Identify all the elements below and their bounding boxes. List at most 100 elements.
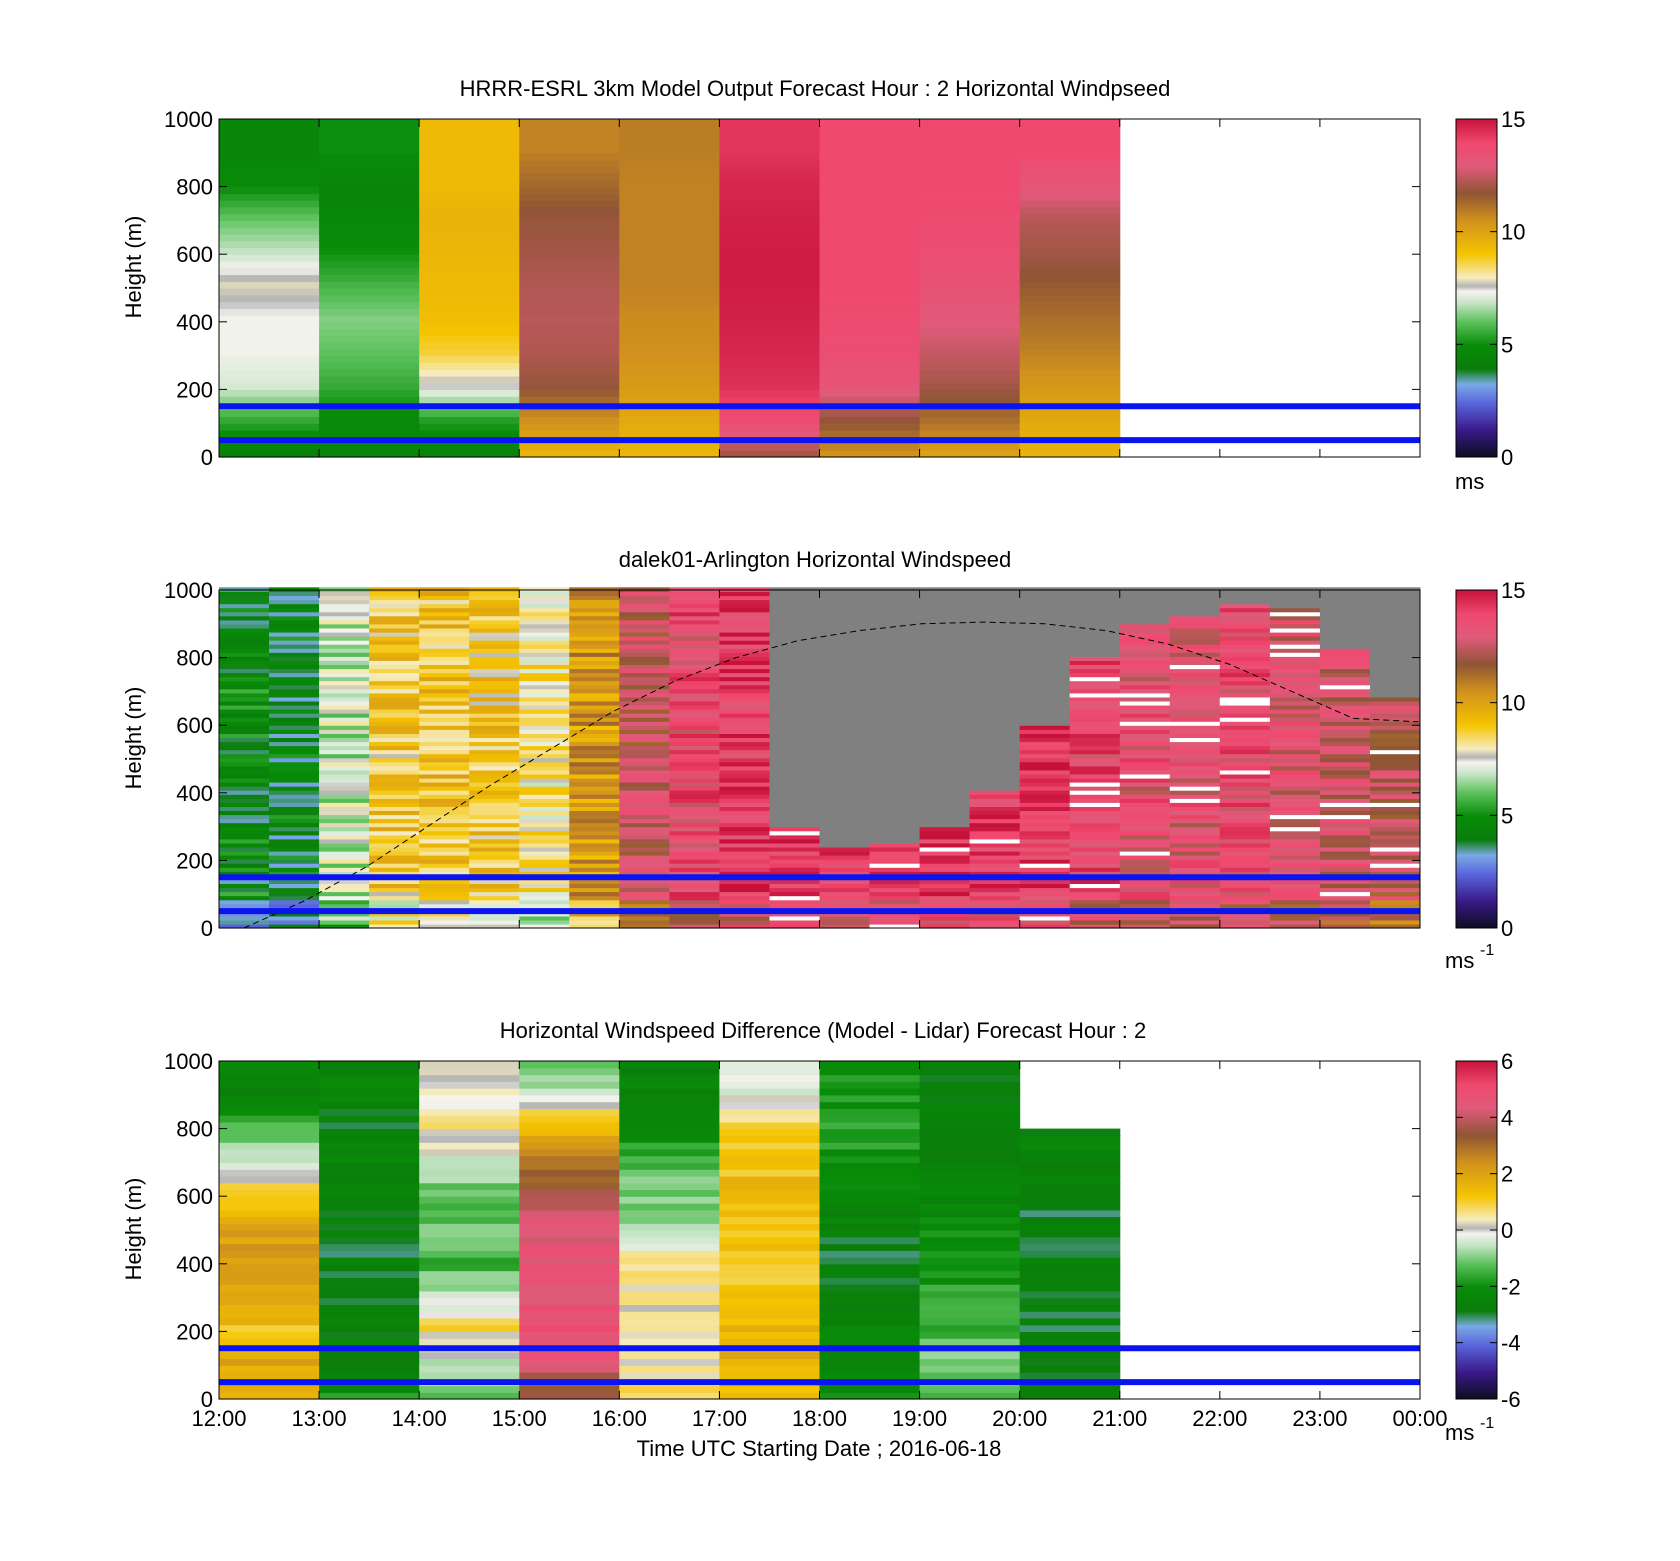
heatmap-cell [1219,709,1271,714]
heatmap-cell [669,814,720,820]
heatmap-cell [819,1101,921,1109]
heatmap-cell [569,660,620,665]
heatmap-cell [919,1108,1021,1116]
heatmap-cell [1219,871,1271,876]
heatmap-cell [669,773,720,779]
heatmap-cell [319,627,370,633]
heatmap-cell [819,656,870,661]
heatmap-cell [219,802,270,807]
heatmap-cell [919,717,971,722]
heatmap-cell [519,416,620,424]
heatmap-cell [419,193,520,201]
heatmap-cell [319,822,370,828]
heatmap-cell [1319,798,1371,803]
heatmap-cell [269,692,320,698]
heatmap-cell [1269,713,1321,718]
heatmap-cell [969,773,1021,779]
heatmap-cell [669,656,720,661]
heatmap-cell [919,1128,1021,1136]
heatmap-cell [219,822,270,828]
heatmap-cell [719,644,770,649]
heatmap-cell [469,668,520,674]
heatmap-cell [619,899,670,905]
heatmap-cell [369,798,420,803]
heatmap-cell [1219,640,1271,645]
heatmap-cell [1019,794,1071,799]
heatmap-cell [869,790,920,795]
heatmap-cell [519,328,620,336]
heatmap-cell [1219,769,1271,775]
heatmap-cell [869,684,920,690]
heatmap-cell [519,806,570,811]
heatmap-cell [369,794,420,799]
heatmap-cell [1069,700,1121,706]
heatmap-cell [819,915,870,921]
heatmap-cell [669,611,720,617]
heatmap-cell [1269,859,1321,864]
heatmap-cell [319,1074,420,1082]
heatmap-cell [919,729,971,734]
heatmap-cell [319,648,370,653]
heatmap-cell [1069,644,1121,649]
heatmap-cell [319,1209,420,1218]
heatmap-cell [819,733,870,738]
heatmap-cell [1219,692,1271,698]
heatmap-cell [219,348,320,357]
heatmap-cell [219,321,320,330]
heatmap-cell [419,1290,520,1299]
heatmap-cell [619,729,670,734]
heatmap-cell [869,871,920,876]
heatmap-cell [1019,668,1071,674]
heatmap-cell [1370,806,1421,811]
heatmap-cell [1019,636,1071,641]
heatmap-cell [619,911,670,917]
heatmap-cell [219,1324,320,1332]
heatmap-cell [1019,146,1121,154]
heatmap-cell [719,1236,820,1245]
heatmap-cell [1370,733,1421,738]
heatmap-cell [619,1304,720,1312]
heatmap-cell [719,838,770,844]
heatmap-cell [1219,627,1271,633]
heatmap-cell [619,1182,720,1191]
heatmap-cell [1319,721,1371,726]
heatmap-cell [269,826,320,832]
heatmap-cell [619,903,670,909]
heatmap-cell [619,717,670,722]
heatmap-cell [819,173,921,181]
heatmap-cell [919,709,971,714]
heatmap-cell [219,1284,320,1292]
heatmap-cell [1019,859,1071,864]
heatmap-cell [1219,867,1271,872]
heatmap-cell [719,684,770,690]
heatmap-cell [419,254,520,262]
heatmap-cell [469,652,520,657]
heatmap-cell [1119,700,1171,706]
heatmap-cell [619,1115,720,1123]
heatmap-cell [1269,814,1321,820]
heatmap-cell [319,599,370,605]
heatmap-cell [819,267,921,276]
heatmap-cell [1169,725,1221,730]
heatmap-cell [319,213,420,221]
heatmap-cell [869,644,920,649]
heatmap-cell [1019,1209,1121,1218]
heatmap-cell [969,709,1021,714]
heatmap-cell [719,119,820,127]
heatmap-cell [1269,733,1321,738]
heatmap-cell [469,664,520,670]
heatmap-cell [1319,773,1371,779]
heatmap-cell [819,166,921,174]
heatmap-cell [719,423,820,431]
heatmap-cell [419,1175,520,1184]
heatmap-cell [219,288,320,296]
heatmap-cell [319,806,370,811]
heatmap-cell [969,863,1021,868]
colorbar-unit-exponent: -1 [1480,942,1494,959]
heatmap-cell [819,879,870,884]
heatmap-cell [1069,611,1121,617]
heatmap-cell [1370,704,1421,710]
heatmap-cell [1319,599,1371,605]
heatmap-cell [219,765,270,771]
heatmap-cell [1319,782,1371,787]
